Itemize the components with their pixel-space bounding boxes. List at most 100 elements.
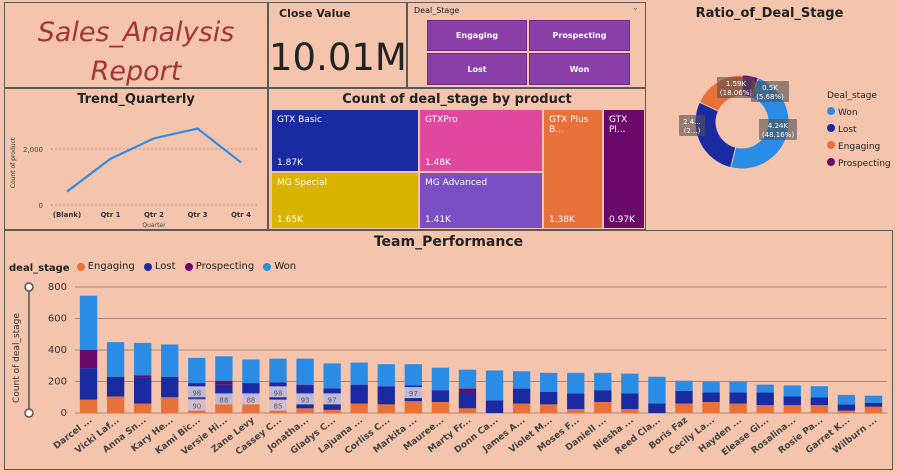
bar-segment-lost[interactable] xyxy=(350,384,368,404)
bar-segment-won[interactable] xyxy=(269,358,287,383)
bar-segment-won[interactable] xyxy=(485,370,504,401)
deal-stage-slicer[interactable]: Deal_Stage ⌄ Engaging Prospecting Lost W… xyxy=(407,2,646,88)
kpi-card[interactable]: Close Value 10.01M xyxy=(268,2,407,88)
bar-segment-lost[interactable] xyxy=(106,376,125,397)
slicer-option-lost[interactable]: Lost xyxy=(427,53,527,85)
bar-segment-won[interactable] xyxy=(864,395,883,403)
treemap-tile-gtxpro[interactable]: GTXPro 1.48K xyxy=(419,109,543,172)
bar-segment-lost[interactable] xyxy=(594,390,612,402)
bar-segment-lost[interactable] xyxy=(458,392,477,409)
bar-segment-won[interactable] xyxy=(648,376,666,404)
bar-segment-prospecting[interactable] xyxy=(458,388,477,393)
bar-segment-engaging[interactable] xyxy=(79,399,98,413)
chevron-down-icon[interactable]: ⌄ xyxy=(631,3,639,13)
legend-item-engaging[interactable]: Engaging xyxy=(827,139,891,156)
zoom-slider-handle-top[interactable] xyxy=(24,282,34,292)
trend-chart-panel[interactable]: Trend_Quarterly 0 2,000 (Blank) Qtr 1 Qtr 2 Q… xyxy=(4,88,268,230)
bar-segment-lost[interactable] xyxy=(864,402,883,407)
bar-segment-won[interactable] xyxy=(350,362,368,385)
bar-segment-won[interactable] xyxy=(458,369,477,389)
bar-segment-lost[interactable] xyxy=(648,403,666,413)
bar-segment-lost[interactable] xyxy=(810,397,828,406)
bar-segment-engaging[interactable] xyxy=(837,410,856,413)
bar-segment-won[interactable] xyxy=(783,385,801,397)
bar-segment-won[interactable] xyxy=(296,358,314,385)
bar-segment-lost[interactable] xyxy=(485,400,504,413)
bar-segment-won[interactable] xyxy=(404,364,422,386)
bar-segment-lost[interactable] xyxy=(512,388,531,404)
bar-segment-engaging[interactable] xyxy=(377,404,395,413)
bar-segment-won[interactable] xyxy=(810,386,828,398)
bar-segment-engaging[interactable] xyxy=(594,401,612,413)
bar-segment-lost[interactable] xyxy=(729,392,747,404)
bar-segment-engaging[interactable] xyxy=(675,403,693,413)
bar-segment-won[interactable] xyxy=(377,364,395,387)
bar-segment-won[interactable] xyxy=(540,372,558,392)
bar-segment-won[interactable] xyxy=(188,357,206,384)
legend-item-prospecting[interactable]: Prospecting xyxy=(827,156,891,173)
legend-item-lost[interactable]: Lost xyxy=(143,261,176,272)
bar-segment-lost[interactable] xyxy=(783,396,801,406)
bar-segment-won[interactable] xyxy=(567,372,585,394)
treemap-tile-mg-advanced[interactable]: MG Advanced 1.41K xyxy=(419,172,543,229)
bar-segment-won[interactable] xyxy=(242,359,260,384)
bar-segment-engaging[interactable] xyxy=(810,405,828,413)
bar-segment-engaging[interactable] xyxy=(621,409,639,413)
bar-segment-engaging[interactable] xyxy=(323,409,341,413)
bar-segment-lost[interactable] xyxy=(377,386,395,405)
bar-segment-won[interactable] xyxy=(702,381,720,393)
bar-segment-won[interactable] xyxy=(134,342,152,376)
bar-segment-engaging[interactable] xyxy=(567,409,585,413)
bar-segment-won[interactable] xyxy=(79,295,98,350)
bar-segment-lost[interactable] xyxy=(837,404,856,411)
bar-segment-prospecting[interactable] xyxy=(296,384,314,386)
bar-segment-engaging[interactable] xyxy=(350,403,368,413)
trend-line-chart[interactable]: 0 2,000 (Blank) Qtr 1 Qtr 2 Qtr 3 Qtr 4 Quarter… xyxy=(5,89,267,229)
bar-segment-engaging[interactable] xyxy=(431,401,450,413)
bar-segment-lost[interactable] xyxy=(756,392,774,406)
legend-item-prospecting[interactable]: Prospecting xyxy=(184,261,254,272)
bar-segment-won[interactable] xyxy=(621,373,639,394)
slicer-option-engaging[interactable]: Engaging xyxy=(427,20,527,51)
bar-segment-lost[interactable] xyxy=(79,368,98,400)
bar-segment-engaging[interactable] xyxy=(296,408,314,413)
bar-segment-won[interactable] xyxy=(323,363,341,389)
bar-segment-won[interactable] xyxy=(215,356,233,381)
treemap-tile-mg-special[interactable]: MG Special 1.65K xyxy=(271,172,419,229)
bar-segment-prospecting[interactable] xyxy=(79,350,98,369)
bar-segment-engaging[interactable] xyxy=(702,401,720,413)
treemap-tile-gtx-pro-2[interactable]: GTX Pl... 0.97K xyxy=(603,109,645,229)
bar-segment-engaging[interactable] xyxy=(215,403,233,413)
bar-segment-lost[interactable] xyxy=(540,391,558,405)
bar-segment-won[interactable] xyxy=(729,381,747,393)
donut-chart[interactable]: 4.24K(48.16%) 2.4...(2...) 1.59K(18.06%) 0.… xyxy=(646,22,816,232)
legend-item-won[interactable]: Won xyxy=(827,105,891,122)
bar-segment-won[interactable] xyxy=(512,371,531,389)
treemap-tile-gtx-plus-basic[interactable]: GTX Plus B... 1.38K xyxy=(543,109,603,229)
donut-panel[interactable]: Ratio_of_Deal_Stage 4.24K (48.16%) 2.4...(… xyxy=(646,2,893,230)
bar-segment-engaging[interactable] xyxy=(512,403,531,413)
bar-segment-won[interactable] xyxy=(431,367,450,391)
bar-segment-engaging[interactable] xyxy=(864,406,883,413)
bar-segment-engaging[interactable] xyxy=(134,403,152,413)
slicer-option-prospecting[interactable]: Prospecting xyxy=(529,20,630,51)
bar-segment-lost[interactable] xyxy=(702,392,720,402)
legend-item-lost[interactable]: Lost xyxy=(827,122,891,139)
bar-segment-engaging[interactable] xyxy=(756,405,774,413)
bar-segment-lost[interactable] xyxy=(621,393,639,410)
bar-segment-won[interactable] xyxy=(161,344,179,377)
legend-item-engaging[interactable]: Engaging xyxy=(76,261,135,272)
bar-segment-engaging[interactable] xyxy=(161,397,179,413)
bar-segment-prospecting[interactable] xyxy=(215,380,233,385)
bar-segment-engaging[interactable] xyxy=(106,396,125,413)
bar-segment-engaging[interactable] xyxy=(540,404,558,413)
zoom-slider-handle-bottom[interactable] xyxy=(24,408,34,418)
team-performance-panel[interactable]: Team_Performance deal_stage Engaging Los… xyxy=(4,230,893,470)
bar-segment-won[interactable] xyxy=(594,372,612,391)
bar-segment-engaging[interactable] xyxy=(783,405,801,413)
bar-segment-engaging[interactable] xyxy=(458,408,477,413)
bar-segment-won[interactable] xyxy=(837,394,856,405)
bar-segment-engaging[interactable] xyxy=(729,403,747,413)
bar-segment-won[interactable] xyxy=(675,380,693,391)
